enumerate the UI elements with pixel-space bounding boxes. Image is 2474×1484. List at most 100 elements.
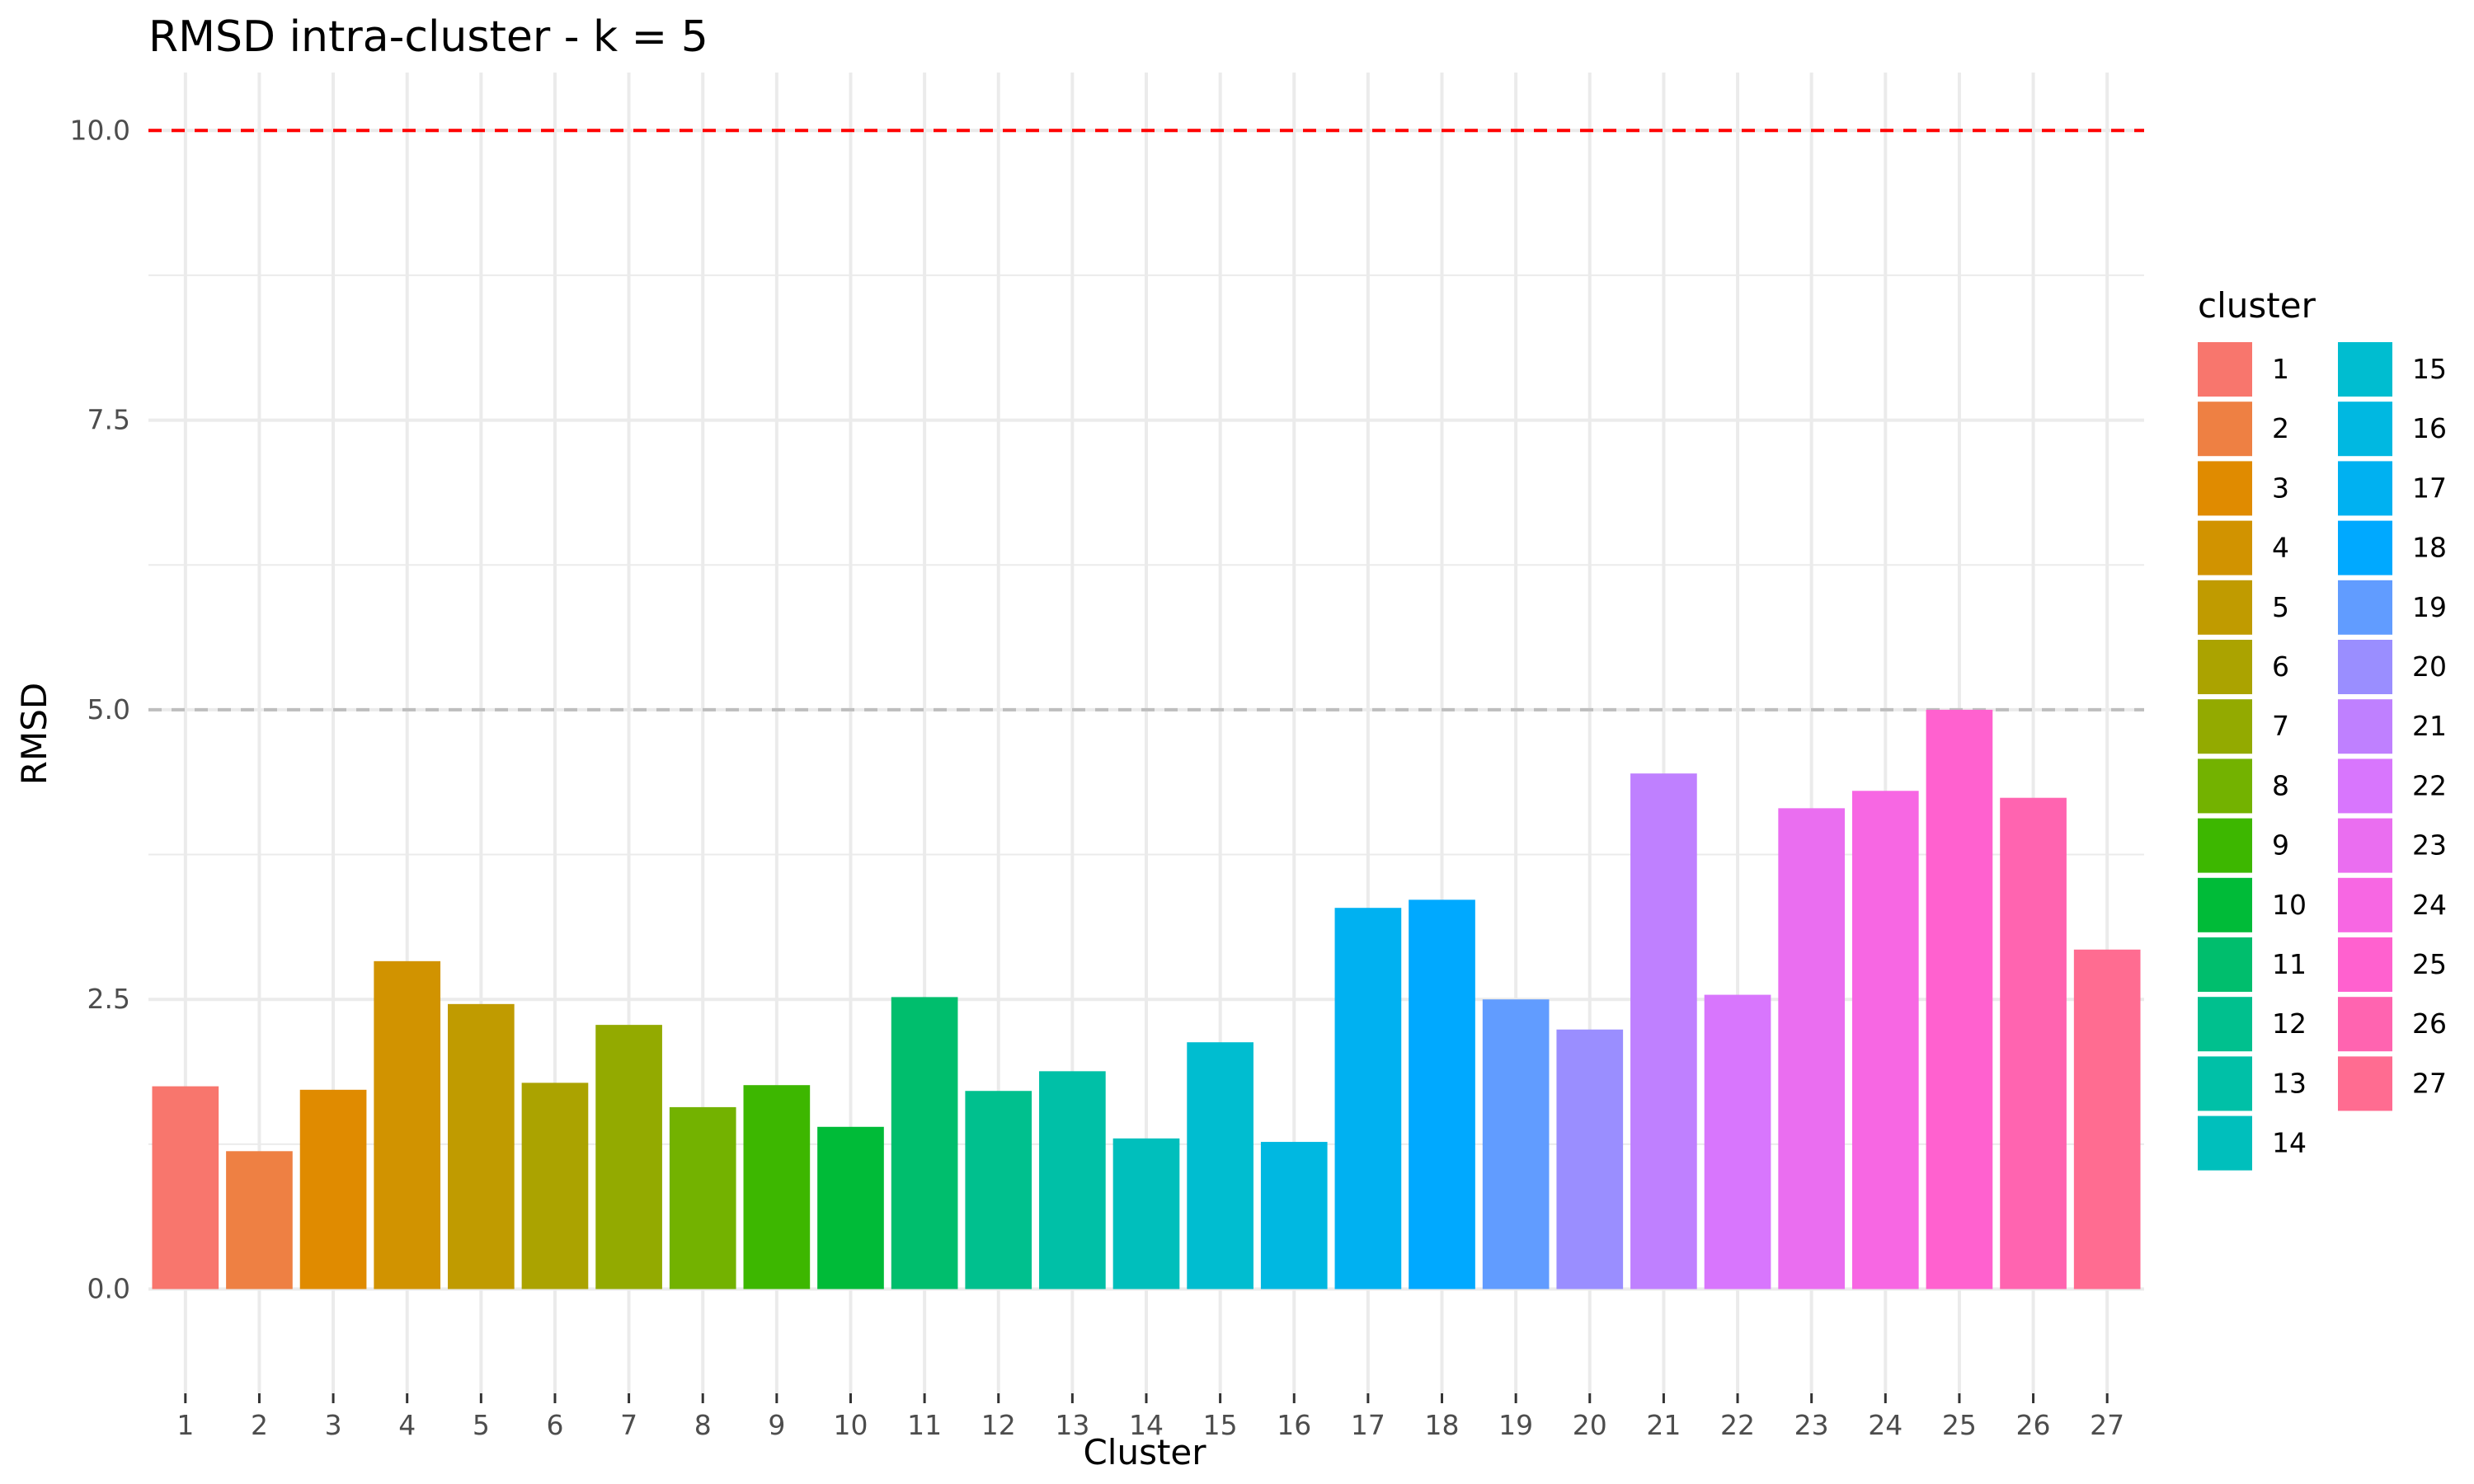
legend-key-22 <box>2338 758 2392 814</box>
legend-key-18 <box>2338 520 2392 575</box>
legend-label-18: 18 <box>2412 532 2447 564</box>
legend-label-24: 24 <box>2412 889 2447 921</box>
bar-cluster-23 <box>1778 808 1845 1289</box>
legend-title: cluster <box>2198 285 2316 326</box>
bar-cluster-19 <box>1482 999 1550 1289</box>
bar-cluster-18 <box>1409 899 1475 1289</box>
x-tick-label: 24 <box>1868 1409 1903 1441</box>
legend-label-15: 15 <box>2412 353 2447 385</box>
bar-cluster-7 <box>595 1025 662 1289</box>
legend-label-14: 14 <box>2272 1127 2307 1159</box>
legend-key-25 <box>2338 937 2392 992</box>
legend-label-8: 8 <box>2272 769 2289 801</box>
x-tick-label: 4 <box>398 1409 416 1441</box>
legend-label-4: 4 <box>2272 532 2289 564</box>
legend-key-23 <box>2338 818 2392 873</box>
legend-label-27: 27 <box>2412 1067 2447 1099</box>
x-tick-label: 25 <box>1942 1409 1977 1441</box>
legend-key-2 <box>2198 402 2252 457</box>
legend-key-6 <box>2198 640 2252 694</box>
bar-cluster-16 <box>1260 1142 1328 1289</box>
x-tick-label: 21 <box>1646 1409 1681 1441</box>
bar-cluster-10 <box>817 1126 884 1289</box>
legend-key-24 <box>2338 877 2392 932</box>
legend-key-1 <box>2198 342 2252 397</box>
x-tick-label: 9 <box>768 1409 785 1441</box>
legend-key-19 <box>2338 580 2392 635</box>
x-tick-label: 10 <box>833 1409 868 1441</box>
legend-key-9 <box>2198 818 2252 873</box>
x-tick-label: 6 <box>546 1409 563 1441</box>
legend-key-14 <box>2198 1115 2252 1171</box>
legend-key-15 <box>2338 342 2392 397</box>
legend-key-5 <box>2198 580 2252 635</box>
legend-label-12: 12 <box>2272 1007 2307 1040</box>
bars <box>152 709 2141 1289</box>
legend: cluster 12345678910111213141516171819202… <box>2198 285 2447 1171</box>
legend-key-10 <box>2198 877 2252 932</box>
x-tick-label: 5 <box>473 1409 490 1441</box>
legend-key-13 <box>2198 1056 2252 1111</box>
legend-label-19: 19 <box>2412 591 2447 623</box>
x-tick-label: 26 <box>2016 1409 2051 1441</box>
x-tick-label: 11 <box>907 1409 942 1441</box>
legend-label-26: 26 <box>2412 1007 2447 1040</box>
bar-cluster-12 <box>965 1091 1032 1289</box>
legend-key-17 <box>2338 461 2392 516</box>
legend-key-27 <box>2338 1056 2392 1111</box>
x-tick-label: 18 <box>1425 1409 1460 1441</box>
legend-key-21 <box>2338 699 2392 754</box>
legend-key-26 <box>2338 997 2392 1052</box>
bar-cluster-9 <box>743 1085 811 1289</box>
legend-label-6: 6 <box>2272 650 2289 683</box>
bar-cluster-8 <box>669 1106 736 1289</box>
y-tick-label: 10.0 <box>70 114 130 146</box>
bar-cluster-21 <box>1630 773 1697 1289</box>
y-axis-title: RMSD <box>14 683 54 785</box>
legend-label-16: 16 <box>2412 412 2447 444</box>
bar-cluster-14 <box>1112 1138 1180 1289</box>
legend-key-20 <box>2338 640 2392 694</box>
legend-label-17: 17 <box>2412 472 2447 504</box>
legend-key-8 <box>2198 758 2252 814</box>
x-tick-label: 1 <box>176 1409 194 1441</box>
x-axis: 1 2 3 4 5 6 7 8 9 10 11 12 13 14 15 16 17 18 19 20 21 22 23 24 2… <box>176 1393 2124 1441</box>
x-tick-label: 12 <box>981 1409 1016 1441</box>
y-tick-label: 2.5 <box>87 983 130 1015</box>
bar-cluster-22 <box>1704 994 1771 1289</box>
chart-title: RMSD intra-cluster - k = 5 <box>148 12 708 62</box>
legend-label-11: 11 <box>2272 948 2307 980</box>
legend-label-5: 5 <box>2272 591 2289 623</box>
bar-cluster-26 <box>2000 797 2067 1289</box>
bar-cluster-11 <box>891 997 958 1289</box>
legend-label-20: 20 <box>2412 650 2447 683</box>
legend-key-12 <box>2198 997 2252 1052</box>
x-tick-label: 16 <box>1277 1409 1311 1441</box>
bar-cluster-3 <box>299 1089 367 1289</box>
x-tick-label: 8 <box>694 1409 712 1441</box>
x-tick-label: 7 <box>620 1409 637 1441</box>
y-tick-label: 7.5 <box>87 404 130 436</box>
bar-cluster-24 <box>1851 791 1919 1289</box>
bar-cluster-1 <box>152 1086 219 1289</box>
bar-cluster-25 <box>1926 709 1993 1289</box>
legend-key-3 <box>2198 461 2252 516</box>
legend-label-1: 1 <box>2272 353 2289 385</box>
legend-label-25: 25 <box>2412 948 2447 980</box>
x-tick-label: 13 <box>1055 1409 1089 1441</box>
legend-label-13: 13 <box>2272 1067 2307 1099</box>
bar-cluster-5 <box>448 1003 515 1289</box>
legend-label-21: 21 <box>2412 710 2447 742</box>
bar-cluster-6 <box>521 1082 589 1289</box>
bar-cluster-27 <box>2073 949 2141 1289</box>
bar-cluster-13 <box>1039 1071 1106 1289</box>
bar-cluster-20 <box>1556 1029 1624 1289</box>
x-tick-label: 19 <box>1498 1409 1533 1441</box>
x-tick-label: 20 <box>1573 1409 1607 1441</box>
x-tick-label: 3 <box>325 1409 342 1441</box>
x-tick-label: 27 <box>2090 1409 2124 1441</box>
bar-cluster-2 <box>226 1151 293 1289</box>
legend-key-7 <box>2198 699 2252 754</box>
bar-cluster-4 <box>374 960 441 1289</box>
